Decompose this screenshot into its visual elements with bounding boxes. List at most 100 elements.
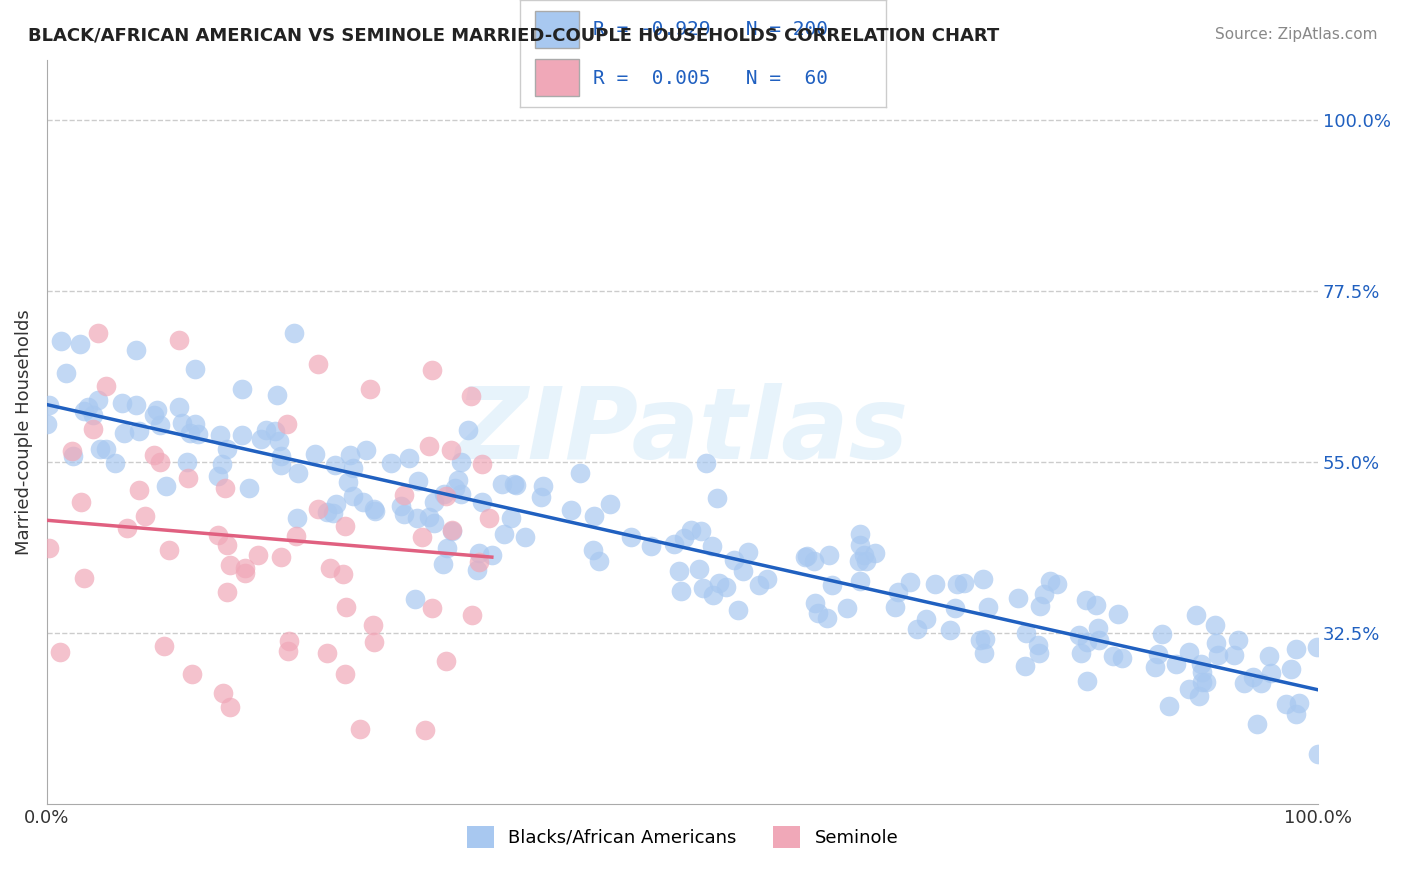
Point xyxy=(339,448,361,462)
Point xyxy=(1275,697,1298,711)
Point xyxy=(972,572,994,586)
Point xyxy=(969,632,991,647)
Point xyxy=(748,578,770,592)
Point xyxy=(503,477,526,491)
Point xyxy=(277,634,299,648)
Point xyxy=(1189,657,1212,672)
Text: Source: ZipAtlas.com: Source: ZipAtlas.com xyxy=(1215,27,1378,42)
Point xyxy=(900,574,922,589)
Point xyxy=(364,504,387,518)
Point xyxy=(69,337,91,351)
Point xyxy=(179,425,201,440)
Point xyxy=(249,433,271,447)
Point xyxy=(706,491,728,505)
Point xyxy=(117,521,139,535)
Point xyxy=(319,561,342,575)
Point xyxy=(211,457,233,471)
Point xyxy=(457,423,479,437)
Point xyxy=(62,450,84,464)
Point xyxy=(128,483,150,497)
Point xyxy=(1150,627,1173,641)
Point xyxy=(264,424,287,438)
Point xyxy=(668,564,690,578)
Text: R =  0.005   N =  60: R = 0.005 N = 60 xyxy=(593,69,828,87)
Point xyxy=(233,561,256,575)
Point xyxy=(231,428,253,442)
Point xyxy=(211,686,233,700)
Point xyxy=(176,470,198,484)
Point xyxy=(1178,681,1201,696)
Point xyxy=(207,469,229,483)
Point xyxy=(363,635,385,649)
Point xyxy=(418,439,440,453)
Point xyxy=(582,542,605,557)
Point xyxy=(1028,646,1050,660)
Point xyxy=(821,578,844,592)
Point xyxy=(440,523,463,537)
Point xyxy=(125,343,148,357)
Point xyxy=(688,562,710,576)
Point xyxy=(333,667,356,681)
Point xyxy=(134,508,156,523)
Point xyxy=(440,524,463,539)
Point xyxy=(349,723,371,737)
Point xyxy=(1087,621,1109,635)
Point xyxy=(1241,670,1264,684)
Point xyxy=(112,425,135,440)
Point xyxy=(1226,632,1249,647)
Point xyxy=(731,564,754,578)
Point xyxy=(96,379,118,393)
Point xyxy=(217,538,239,552)
Point xyxy=(1191,675,1213,690)
Point xyxy=(49,645,72,659)
Point xyxy=(1246,716,1268,731)
Point xyxy=(440,442,463,457)
Point xyxy=(55,367,77,381)
Point xyxy=(406,511,429,525)
Point xyxy=(952,575,974,590)
Point xyxy=(865,546,887,560)
Point xyxy=(342,461,364,475)
Point xyxy=(432,558,454,572)
Point xyxy=(471,457,494,471)
Point xyxy=(599,497,621,511)
Point xyxy=(1250,676,1272,690)
Point xyxy=(1185,607,1208,622)
Point xyxy=(389,499,412,513)
Point xyxy=(1076,674,1098,689)
Point xyxy=(143,408,166,422)
Point xyxy=(60,444,83,458)
Point xyxy=(1195,674,1218,689)
Point xyxy=(38,398,60,412)
Point xyxy=(1014,659,1036,673)
Point xyxy=(73,403,96,417)
Point xyxy=(145,402,167,417)
Point xyxy=(285,511,308,525)
Point xyxy=(494,527,516,541)
Point xyxy=(392,488,415,502)
Point xyxy=(1074,592,1097,607)
Point xyxy=(233,566,256,580)
Point xyxy=(142,448,165,462)
Point xyxy=(247,548,270,562)
Point xyxy=(818,548,841,562)
Point xyxy=(619,531,641,545)
Y-axis label: Married-couple Households: Married-couple Households xyxy=(15,310,32,555)
Point xyxy=(662,536,685,550)
Point xyxy=(325,497,347,511)
Point xyxy=(588,554,610,568)
Point xyxy=(363,617,385,632)
Point xyxy=(690,524,713,539)
Point xyxy=(468,555,491,569)
Point xyxy=(398,451,420,466)
Point xyxy=(973,632,995,646)
Point xyxy=(855,554,877,568)
Point xyxy=(1102,648,1125,663)
Point xyxy=(176,455,198,469)
Point xyxy=(270,449,292,463)
Point xyxy=(692,581,714,595)
Point xyxy=(505,477,527,491)
Point xyxy=(709,576,731,591)
Point xyxy=(481,548,503,562)
Point xyxy=(1088,632,1111,647)
